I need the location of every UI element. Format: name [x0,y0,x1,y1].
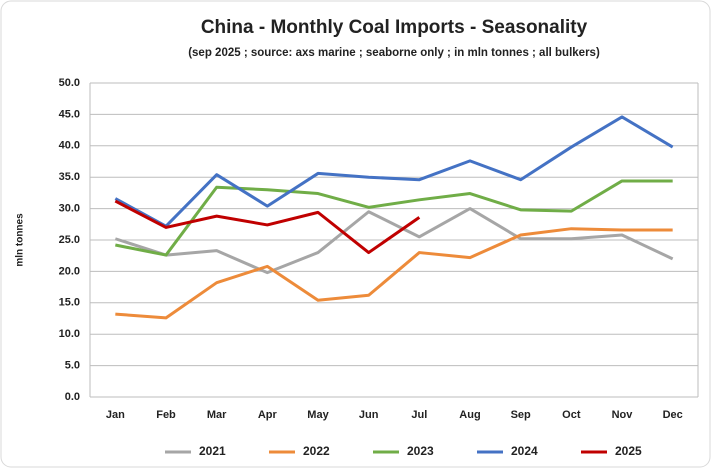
series-line [114,115,674,228]
chart-title: China - Monthly Coal Imports - Seasonali… [201,17,588,38]
y-tick-label: 15.0 [59,297,80,309]
series-line [114,199,421,255]
y-tick-label: 10.0 [59,328,80,340]
x-tick-label: Mar [207,409,227,421]
y-tick-label: 0.0 [65,391,80,403]
x-tick-label: Oct [562,409,581,421]
y-tick-label: 45.0 [59,108,80,120]
legend-label: 2023 [407,444,434,458]
x-tick-label: Jan [106,409,125,421]
y-tick-label: 30.0 [59,203,80,215]
legend-label: 2024 [511,444,538,458]
series-line [114,207,674,275]
series-line [115,227,673,320]
y-tick-label: 5.0 [65,360,80,372]
x-tick-label: Feb [156,409,176,421]
chart-subtitle: (sep 2025 ; source: axs marine ; seaborn… [188,47,600,59]
series-line [115,179,673,257]
legend-label: 2021 [199,444,226,458]
legend-label: 2022 [303,444,330,458]
x-tick-label: Dec [663,409,683,421]
x-tick-label: Sep [511,409,531,421]
x-tick-label: Aug [459,409,480,421]
x-tick-label: Apr [258,409,278,421]
y-tick-label: 20.0 [59,265,80,277]
y-axis-label: mln tonnes [15,213,26,267]
y-tick-label: 25.0 [59,234,80,246]
legend-label: 2025 [615,444,642,458]
x-tick-label: Nov [612,409,634,421]
x-tick-label: Jun [359,409,379,421]
y-tick-label: 35.0 [59,171,80,183]
y-tick-label: 40.0 [59,140,80,152]
y-tick-label: 50.0 [59,77,80,89]
x-tick-label: May [307,409,329,421]
x-tick-label: Jul [411,409,427,421]
